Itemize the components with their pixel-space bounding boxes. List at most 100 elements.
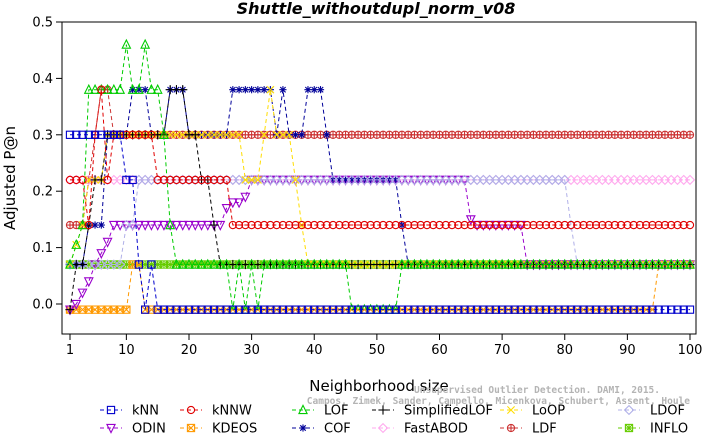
- legend-marker-knnw: [186, 405, 196, 415]
- legend-marker-inflo: [624, 423, 634, 433]
- data-point-lof: [447, 258, 458, 269]
- data-point-knn: [629, 305, 638, 314]
- data-point-lof: [246, 258, 257, 269]
- data-point-knnw: [297, 220, 306, 230]
- data-point-knn: [341, 305, 350, 314]
- data-point-knnw: [184, 175, 194, 185]
- data-point-knn: [679, 305, 688, 314]
- data-point-lof: [77, 219, 88, 230]
- data-point-knn: [491, 305, 501, 314]
- legend-item-cof: COF: [292, 422, 351, 434]
- data-point-knnw: [259, 220, 269, 230]
- data-point-knnw: [441, 220, 450, 230]
- data-point-lof: [340, 258, 351, 269]
- legend-marker-odin: [106, 423, 116, 434]
- data-point-knn: [159, 305, 169, 314]
- data-point-odin: [177, 220, 188, 231]
- data-point-loop: [241, 175, 250, 184]
- data-point-knnw: [535, 220, 544, 230]
- data-point-lof: [296, 258, 307, 269]
- data-point-knn: [184, 305, 194, 314]
- data-point-lof: [490, 258, 501, 269]
- data-point-lof: [71, 238, 82, 249]
- data-point-cof: [91, 221, 99, 229]
- data-point-knnw: [397, 220, 407, 230]
- data-point-knn: [623, 305, 632, 314]
- data-point-knn: [497, 305, 507, 314]
- data-point-lof: [497, 258, 508, 269]
- data-point-knn: [635, 305, 645, 314]
- x-tick-label: 70: [494, 343, 511, 358]
- legend-item-fastabod: FastABOD: [372, 422, 468, 434]
- data-point-simplifiedlof: [65, 305, 75, 315]
- data-point-knn: [441, 305, 450, 314]
- data-point-knn: [410, 305, 419, 314]
- data-point-knn: [566, 305, 576, 314]
- watermark-line-1: Unsupervised Outlier Detection. DAMI, 20…: [414, 385, 660, 396]
- data-point-knnw: [591, 220, 601, 230]
- data-point-knnw: [541, 220, 551, 230]
- data-point-lof: [572, 258, 583, 269]
- data-point-odin: [221, 203, 232, 214]
- data-point-ldof: [127, 219, 138, 231]
- legend-label-cof: COF: [324, 422, 351, 434]
- data-point-cof: [316, 86, 325, 94]
- data-point-knnw: [97, 85, 106, 94]
- data-point-knn: [516, 305, 526, 314]
- legend-item-ldf: LDF: [500, 422, 557, 434]
- data-point-knnw: [472, 220, 482, 230]
- data-point-knn: [479, 305, 488, 314]
- data-point-lof: [321, 258, 332, 269]
- data-point-knnw: [491, 220, 501, 230]
- data-point-lof: [666, 258, 677, 269]
- data-point-knn: [642, 305, 651, 314]
- data-point-knn: [548, 305, 557, 314]
- data-point-knnw: [216, 175, 225, 185]
- data-point-lof: [678, 258, 689, 269]
- data-point-cof: [310, 86, 318, 94]
- data-point-loop: [272, 130, 281, 139]
- data-point-knnw: [366, 220, 375, 230]
- data-point-lof: [641, 258, 652, 269]
- data-point-knn: [178, 305, 187, 314]
- data-point-knnw: [429, 220, 438, 230]
- data-point-knn: [166, 305, 175, 314]
- data-point-knn: [90, 130, 100, 139]
- y-tick-label: 0.5: [32, 16, 53, 31]
- data-point-odin: [102, 237, 113, 248]
- data-point-knn: [259, 305, 269, 314]
- data-point-lof: [271, 258, 282, 269]
- data-point-lof: [171, 258, 182, 269]
- data-point-knn: [598, 305, 607, 314]
- data-point-knnw: [166, 175, 175, 185]
- data-point-knn: [216, 305, 225, 314]
- legend-item-kdeos: KDEOS: [180, 422, 257, 434]
- data-point-loop: [247, 175, 256, 184]
- data-point-lof: [528, 258, 539, 269]
- data-point-lof: [234, 258, 245, 269]
- data-point-knn: [660, 305, 670, 314]
- data-point-knnw: [529, 220, 538, 230]
- data-point-lof: [121, 38, 132, 49]
- data-point-ldof: [114, 259, 126, 270]
- legend-label-ldf: LDF: [532, 422, 557, 434]
- data-point-knn: [353, 305, 363, 314]
- data-point-knnw: [679, 220, 688, 230]
- data-point-lof: [591, 258, 602, 269]
- data-point-lof: [597, 258, 608, 269]
- data-point-loop: [216, 130, 225, 139]
- data-point-knnw: [291, 220, 300, 230]
- data-point-knn: [328, 305, 338, 314]
- legend-label-simplifiedlof: SimplifiedLOF: [404, 404, 493, 419]
- data-point-lof: [522, 258, 533, 269]
- data-point-knnw: [372, 220, 382, 230]
- data-point-lof: [559, 258, 570, 269]
- data-point-knn: [303, 305, 313, 314]
- legend-marker-ldf: [506, 423, 516, 433]
- data-point-knn: [673, 305, 682, 314]
- data-point-knnw: [516, 220, 526, 230]
- data-point-loop: [203, 130, 212, 139]
- data-point-knn: [247, 305, 256, 314]
- data-point-knnw: [554, 220, 563, 230]
- data-point-knn: [510, 305, 519, 314]
